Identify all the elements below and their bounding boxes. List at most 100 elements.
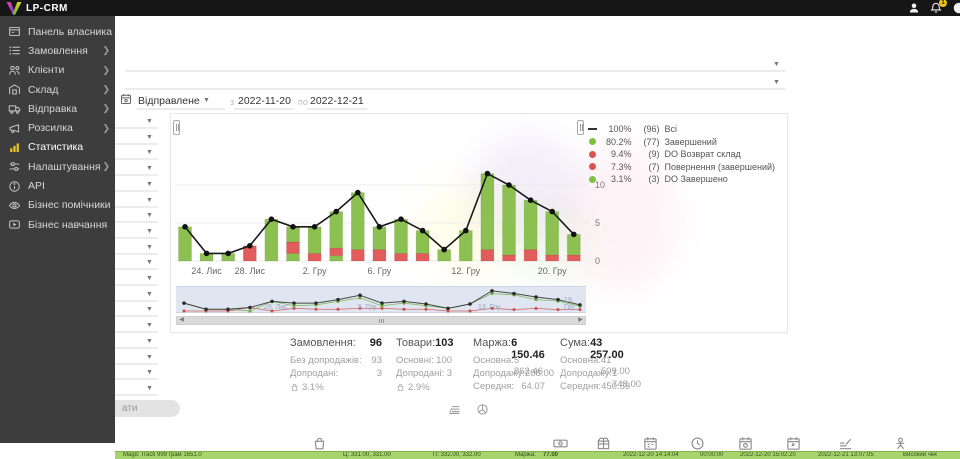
bell-icon[interactable]: 1 — [930, 0, 947, 14]
chevron-down-icon[interactable]: ▼ — [203, 97, 210, 104]
sidebar-item-4[interactable]: Відправка ❯ — [0, 99, 115, 118]
filter-select-underline[interactable] — [100, 189, 158, 192]
chevron-down-icon[interactable]: ▼ — [146, 384, 153, 392]
api-icon — [8, 180, 21, 193]
sidebar-item-8[interactable]: API — [0, 176, 115, 195]
chevron-right-icon: ❯ — [102, 64, 110, 75]
table-row[interactable]: Magic Track 999 грам 1651.0 Ц: 331.00, 33… — [115, 451, 960, 459]
chevron-down-icon[interactable]: ▼ — [146, 180, 153, 188]
calendar-button-icon[interactable] — [120, 93, 132, 105]
chevron-down-icon[interactable]: ▼ — [146, 337, 153, 345]
search-button[interactable]: ати — [100, 400, 180, 417]
legend-item[interactable]: 80.2% (77) Завершений — [588, 136, 775, 149]
date-from-input[interactable]: 2022-11-20 — [238, 95, 291, 107]
filter-select-underline[interactable] — [100, 221, 158, 224]
chart-range-navigator[interactable]: 28. Лис 5. Гру 13. Гру 19. Гру — [176, 286, 586, 313]
chevron-down-icon[interactable]: ▼ — [146, 243, 153, 251]
filter-select-underline[interactable] — [100, 205, 158, 208]
sidebar-item-5[interactable]: Розсилка ❯ — [0, 118, 115, 137]
account-icon-partial[interactable] — [952, 1, 960, 15]
filter-select-underline[interactable] — [100, 268, 158, 271]
chevron-down-icon[interactable]: ▼ — [146, 118, 153, 125]
courier-icon[interactable] — [893, 436, 908, 451]
legend-item[interactable]: 7.3% (7) Повернення (завершений) — [588, 161, 775, 174]
legend-item[interactable]: 9.4% (9) DO Возврат склад — [588, 148, 775, 161]
chart-scrollbar[interactable]: ◀ ▶ — [176, 316, 586, 325]
sidebar-item-10[interactable]: Бізнес навчання — [0, 215, 115, 234]
sidebar-item-0[interactable]: Панель власника — [0, 22, 115, 41]
chart-lines-icon[interactable] — [838, 436, 853, 451]
clock-icon[interactable] — [690, 436, 705, 451]
clients-icon — [8, 64, 21, 77]
chevron-down-icon[interactable]: ▼ — [146, 149, 153, 157]
filter-select-underline[interactable] — [100, 174, 158, 177]
chevron-down-icon[interactable]: ▼ — [146, 227, 153, 235]
settings-icon — [8, 160, 21, 173]
app-logo[interactable]: LP-CRM — [0, 1, 68, 15]
calendar-out-icon[interactable] — [786, 436, 801, 451]
navigator-handle-right[interactable] — [577, 120, 584, 135]
package-icon[interactable] — [596, 436, 611, 451]
navigator-handle-left[interactable] — [173, 120, 180, 135]
filter-select-underline[interactable] — [100, 284, 158, 286]
chevron-down-icon[interactable]: ▼ — [146, 306, 153, 314]
scroll-left-icon[interactable]: ◀ — [179, 317, 184, 323]
filter-select-underline[interactable] — [100, 315, 158, 318]
user-icon[interactable] — [908, 2, 920, 14]
filter-select-underline[interactable] — [100, 158, 158, 161]
banknote-icon[interactable] — [553, 436, 568, 451]
chart-legend: 100% (96) Всі 80.2% (77) Завершений 9.4% (9) DO … — [588, 123, 775, 186]
chevron-down-icon[interactable]: ▼ — [146, 133, 153, 141]
sidebar-item-7[interactable]: Налаштування ❯ — [0, 157, 115, 176]
filter-select-underline[interactable] — [100, 127, 158, 129]
date-to-input[interactable]: 2022-12-21 — [310, 95, 364, 107]
chevron-right-icon: ❯ — [102, 122, 110, 133]
filter-select-underline[interactable] — [100, 331, 158, 334]
filter-select-underline[interactable] — [100, 346, 158, 349]
filter-select-underline[interactable] — [100, 378, 158, 381]
stat-column-1: Товари: 103 Основні: 100 Допродані: 3 2.9% — [396, 337, 454, 394]
list-chart-icon[interactable] — [448, 403, 461, 416]
sidebar-item-3[interactable]: Склад ❯ — [0, 80, 115, 99]
sidebar-item-9[interactable]: Бізнес помічники — [0, 196, 115, 215]
sidebar-item-6[interactable]: Статистика — [0, 138, 115, 157]
table-cell-fragment: 77.00 — [543, 452, 559, 458]
filter-select-underline[interactable] — [100, 362, 158, 365]
sidebar-item-1[interactable]: Замовлення ❯ — [0, 41, 115, 60]
filter-select-underline[interactable] — [100, 393, 158, 396]
filter-select-underline[interactable] — [100, 142, 158, 145]
legend-item[interactable]: 3.1% (3) DO Завершено — [588, 173, 775, 186]
chevron-down-icon[interactable]: ▼ — [146, 165, 153, 173]
chevron-down-icon[interactable]: ▼ — [146, 322, 153, 330]
stat-row: Основна: 5 862.46 — [473, 355, 543, 377]
chevron-down-icon[interactable]: ▼ — [146, 196, 153, 204]
chevron-down-icon[interactable]: ▼ — [773, 79, 780, 86]
stat-title: Сума: 43 257.00 — [560, 337, 624, 361]
content-area: ▼ ▼ Відправлене ▼ з 2022-11-20 по 2022-1… — [0, 16, 960, 459]
bag-icon[interactable] — [312, 436, 327, 451]
chevron-down-icon[interactable]: ▼ — [146, 259, 153, 267]
filter-select-underline[interactable] — [100, 299, 158, 302]
chevron-down-icon[interactable]: ▼ — [146, 275, 153, 282]
calendar-in-icon[interactable] — [738, 436, 753, 451]
scroll-right-icon[interactable]: ▶ — [578, 317, 583, 323]
chevron-down-icon[interactable]: ▼ — [146, 212, 153, 220]
calendar-icon[interactable] — [643, 436, 658, 451]
orders-chart[interactable]: 0 5 10 24. Лис 28. Лис 2. Гру 6. Гру 12. Гру 20.… — [171, 114, 789, 282]
stat-column-0: Замовлення: 96 Без допродажів: 93 Допродані:… — [290, 337, 382, 394]
chevron-down-icon[interactable]: ▼ — [146, 369, 153, 377]
mailing-icon — [8, 122, 21, 135]
chevron-down-icon[interactable]: ▼ — [773, 61, 780, 68]
sidebar-item-2[interactable]: Клієнти ❯ — [0, 61, 115, 80]
filter-select-underline[interactable] — [100, 236, 158, 239]
legend-item[interactable]: 100% (96) Всі — [588, 123, 775, 136]
period-type-select[interactable]: Відправлене — [138, 95, 200, 107]
table-cell-fragment: Ц: 331.00, 331.00 — [343, 452, 391, 458]
filter-select-underline[interactable] — [100, 252, 158, 255]
stat-title: Маржа: 6 150.46 — [473, 337, 545, 361]
chevron-down-icon[interactable]: ▼ — [146, 353, 153, 361]
scrollbar-grip[interactable] — [381, 318, 382, 323]
svg-text:10: 10 — [595, 180, 605, 190]
pie-chart-icon[interactable] — [476, 403, 489, 416]
chevron-down-icon[interactable]: ▼ — [146, 290, 153, 298]
